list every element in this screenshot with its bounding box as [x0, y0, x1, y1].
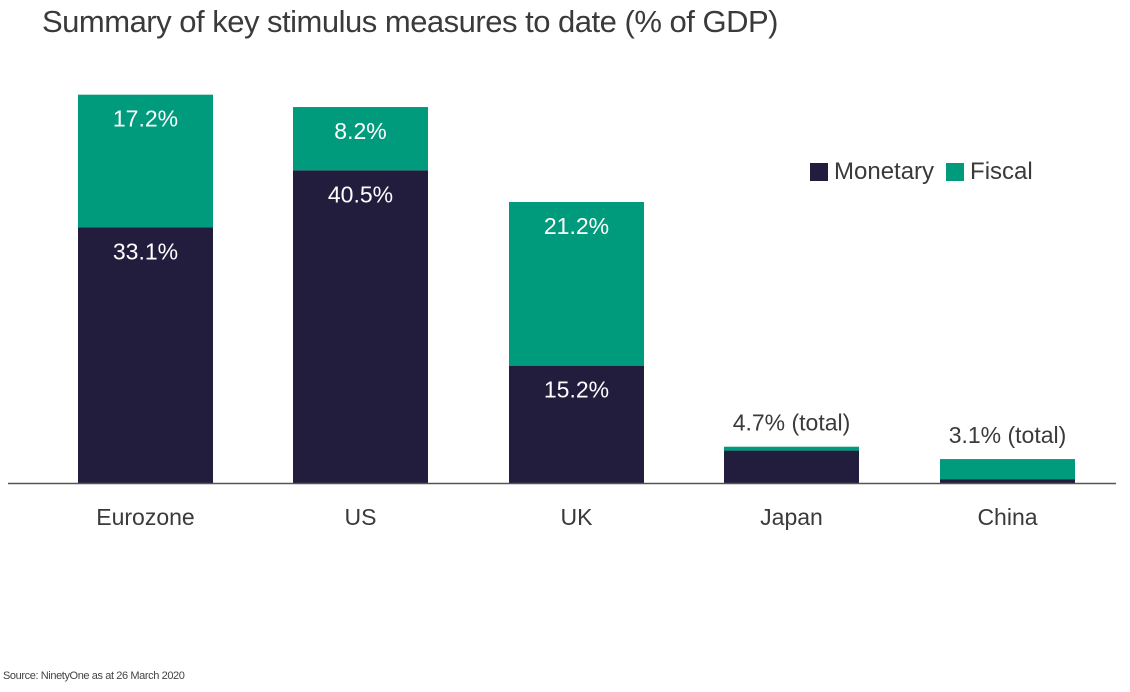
data-label-fiscal: 21.2%: [544, 213, 609, 239]
data-label-monetary: 33.1%: [113, 238, 178, 264]
x-tick-label: China: [977, 504, 1037, 530]
source-note: Source: NinetyOne as at 26 March 2020: [3, 670, 185, 682]
legend: Monetary Fiscal: [810, 158, 1045, 186]
bar-us-fiscal: [293, 107, 428, 171]
x-tick-label: Eurozone: [96, 504, 194, 530]
bar-japan-monetary: [724, 450, 859, 483]
legend-swatch-monetary: [810, 163, 828, 181]
legend-item-monetary: Monetary: [810, 158, 934, 186]
data-label-fiscal: 17.2%: [113, 106, 178, 132]
bar-china-monetary: [940, 479, 1075, 483]
bar-china-fiscal: [940, 459, 1075, 480]
x-tick-label: Japan: [760, 504, 823, 530]
bar-us-monetary: [293, 170, 428, 483]
bar-eurozone-monetary: [78, 227, 213, 483]
data-label-monetary: 40.5%: [328, 181, 393, 207]
data-label-fiscal: 8.2%: [334, 118, 386, 144]
legend-item-fiscal: Fiscal: [946, 158, 1033, 186]
legend-label-fiscal: Fiscal: [970, 158, 1033, 185]
bar-uk-fiscal: [509, 201, 644, 366]
legend-swatch-fiscal: [946, 163, 965, 181]
legend-label-monetary: Monetary: [834, 158, 935, 185]
chart-title: Summary of key stimulus measures to date…: [42, 4, 778, 39]
data-label-total: 4.7% (total): [733, 410, 851, 436]
x-tick-label: UK: [561, 504, 594, 530]
bar-japan-fiscal: [724, 446, 859, 451]
bar-uk-monetary: [509, 365, 644, 483]
data-label-monetary: 15.2%: [544, 377, 609, 403]
bar-eurozone-fiscal: [78, 94, 213, 228]
data-label-total: 3.1% (total): [949, 422, 1067, 448]
x-tick-label: US: [345, 504, 377, 530]
